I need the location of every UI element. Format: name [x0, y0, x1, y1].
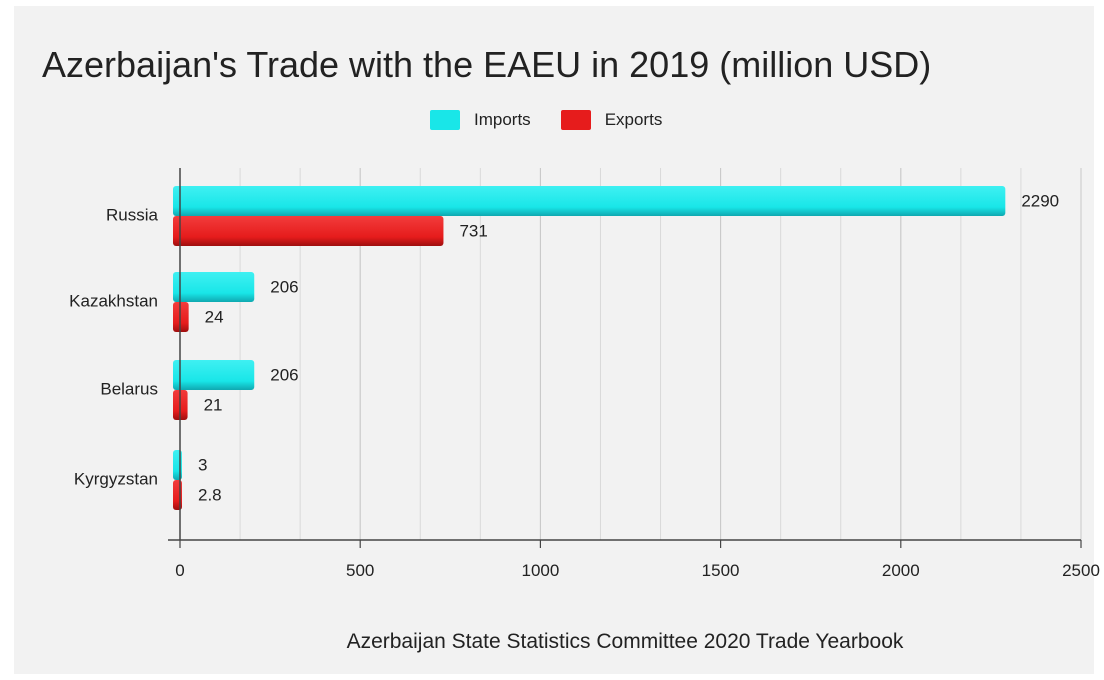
legend-label-exports: Exports	[604, 110, 663, 129]
data-label-exports-belarus: 21	[204, 395, 223, 414]
legend: Imports Exports	[430, 108, 692, 132]
category-label-belarus: Belarus	[100, 379, 158, 398]
x-tick-label: 1000	[521, 561, 559, 580]
data-label-imports-kyrgyzstan: 3	[198, 455, 207, 474]
category-label-kazakhstan: Kazakhstan	[69, 291, 158, 310]
data-label-imports-russia: 2290	[1021, 191, 1059, 210]
legend-label-imports: Imports	[474, 110, 531, 129]
chart-panel	[14, 6, 1094, 674]
legend-item-exports: Exports	[560, 110, 663, 130]
axes: Russia Kazakhstan Belarus Kyrgyzstan 0 500 100…	[69, 168, 1100, 580]
category-label-russia: Russia	[106, 205, 159, 224]
x-tick-label: 1500	[702, 561, 740, 580]
legend-swatch-imports	[430, 110, 460, 130]
legend-swatch-exports	[560, 110, 591, 130]
legend-item-imports: Imports	[430, 110, 531, 130]
x-tick-label: 2500	[1062, 561, 1100, 580]
source-caption: Azerbaijan State Statistics Committee 20…	[346, 630, 904, 653]
data-label-imports-kazakhstan: 206	[270, 277, 298, 296]
bar-imports-belarus	[173, 360, 255, 390]
chart-title: Azerbaijan's Trade with the EAEU in 2019…	[42, 44, 932, 85]
category-label-kyrgyzstan: Kyrgyzstan	[74, 469, 158, 488]
bars	[173, 186, 1006, 510]
x-tick-label: 2000	[882, 561, 920, 580]
x-tick-label: 0	[175, 561, 184, 580]
bar-exports-kazakhstan	[173, 302, 189, 332]
bar-imports-russia	[173, 186, 1006, 216]
data-label-imports-belarus: 206	[270, 365, 298, 384]
data-labels: 2290 731 206 24 206 21 3 2.8	[198, 191, 1059, 504]
x-tick-label: 500	[346, 561, 374, 580]
data-label-exports-kazakhstan: 24	[205, 307, 224, 326]
bar-imports-kazakhstan	[173, 272, 255, 302]
data-label-exports-kyrgyzstan: 2.8	[198, 485, 222, 504]
bar-exports-russia	[173, 216, 444, 246]
data-label-exports-russia: 731	[459, 221, 487, 240]
